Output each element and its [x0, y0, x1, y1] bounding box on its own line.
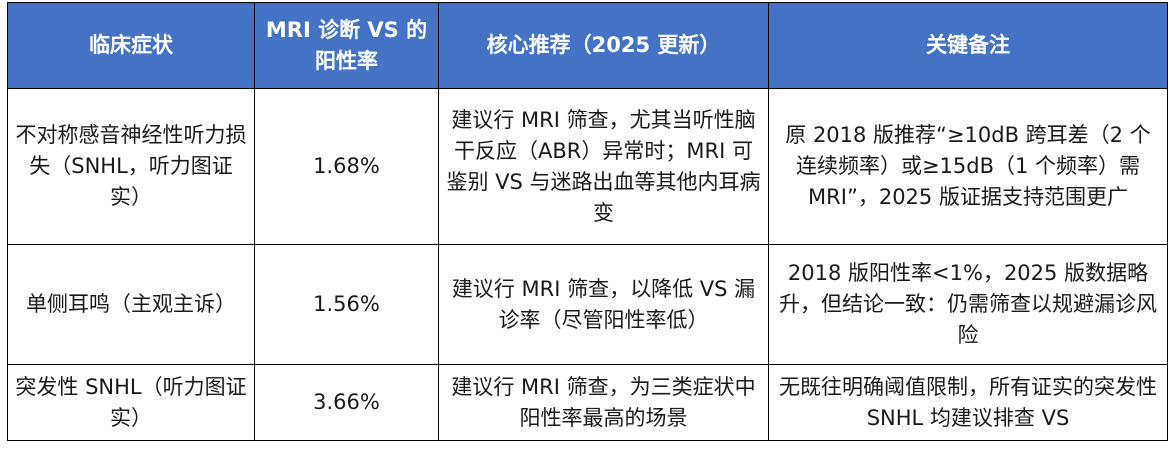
cell-note: 原 2018 版推荐“≥10dB 跨耳差（2 个连续频率）或≥15dB（1 个频… [768, 88, 1168, 245]
cell-recommendation: 建议行 MRI 筛查，以降低 VS 漏诊率（尽管阳性率低） [438, 244, 769, 365]
cell-rate: 1.56% [254, 244, 439, 365]
cell-rate: 1.68% [254, 88, 439, 245]
cell-recommendation: 建议行 MRI 筛查，为三类症状中阳性率最高的场景 [438, 364, 769, 441]
data-table: 临床症状 MRI 诊断 VS 的阳性率 核心推荐（2025 更新） 关键备注 不… [7, 2, 1168, 441]
cell-recommendation: 建议行 MRI 筛查，尤其当听性脑干反应（ABR）异常时；MRI 可鉴别 VS … [438, 88, 769, 245]
cell-symptom: 不对称感音神经性听力损失（SNHL，听力图证实） [7, 88, 255, 245]
cell-symptom: 突发性 SNHL（听力图证实） [7, 364, 255, 441]
header-cell-note: 关键备注 [768, 2, 1168, 89]
header-cell-symptom: 临床症状 [7, 2, 255, 89]
table-row: 突发性 SNHL（听力图证实） 3.66% 建议行 MRI 筛查，为三类症状中阳… [7, 364, 1168, 441]
header-cell-recommendation: 核心推荐（2025 更新） [438, 2, 769, 89]
cell-note: 2018 版阳性率<1%，2025 版数据略升，但结论一致：仍需筛查以规避漏诊风… [768, 244, 1168, 365]
cell-rate: 3.66% [254, 364, 439, 441]
table-row: 单侧耳鸣（主观主诉） 1.56% 建议行 MRI 筛查，以降低 VS 漏诊率（尽… [7, 244, 1168, 365]
table-row: 不对称感音神经性听力损失（SNHL，听力图证实） 1.68% 建议行 MRI 筛… [7, 88, 1168, 245]
table-header-row: 临床症状 MRI 诊断 VS 的阳性率 核心推荐（2025 更新） 关键备注 [7, 2, 1168, 89]
cell-symptom: 单侧耳鸣（主观主诉） [7, 244, 255, 365]
header-cell-rate: MRI 诊断 VS 的阳性率 [254, 2, 439, 89]
cell-note: 无既往明确阈值限制，所有证实的突发性 SNHL 均建议排查 VS [768, 364, 1168, 441]
